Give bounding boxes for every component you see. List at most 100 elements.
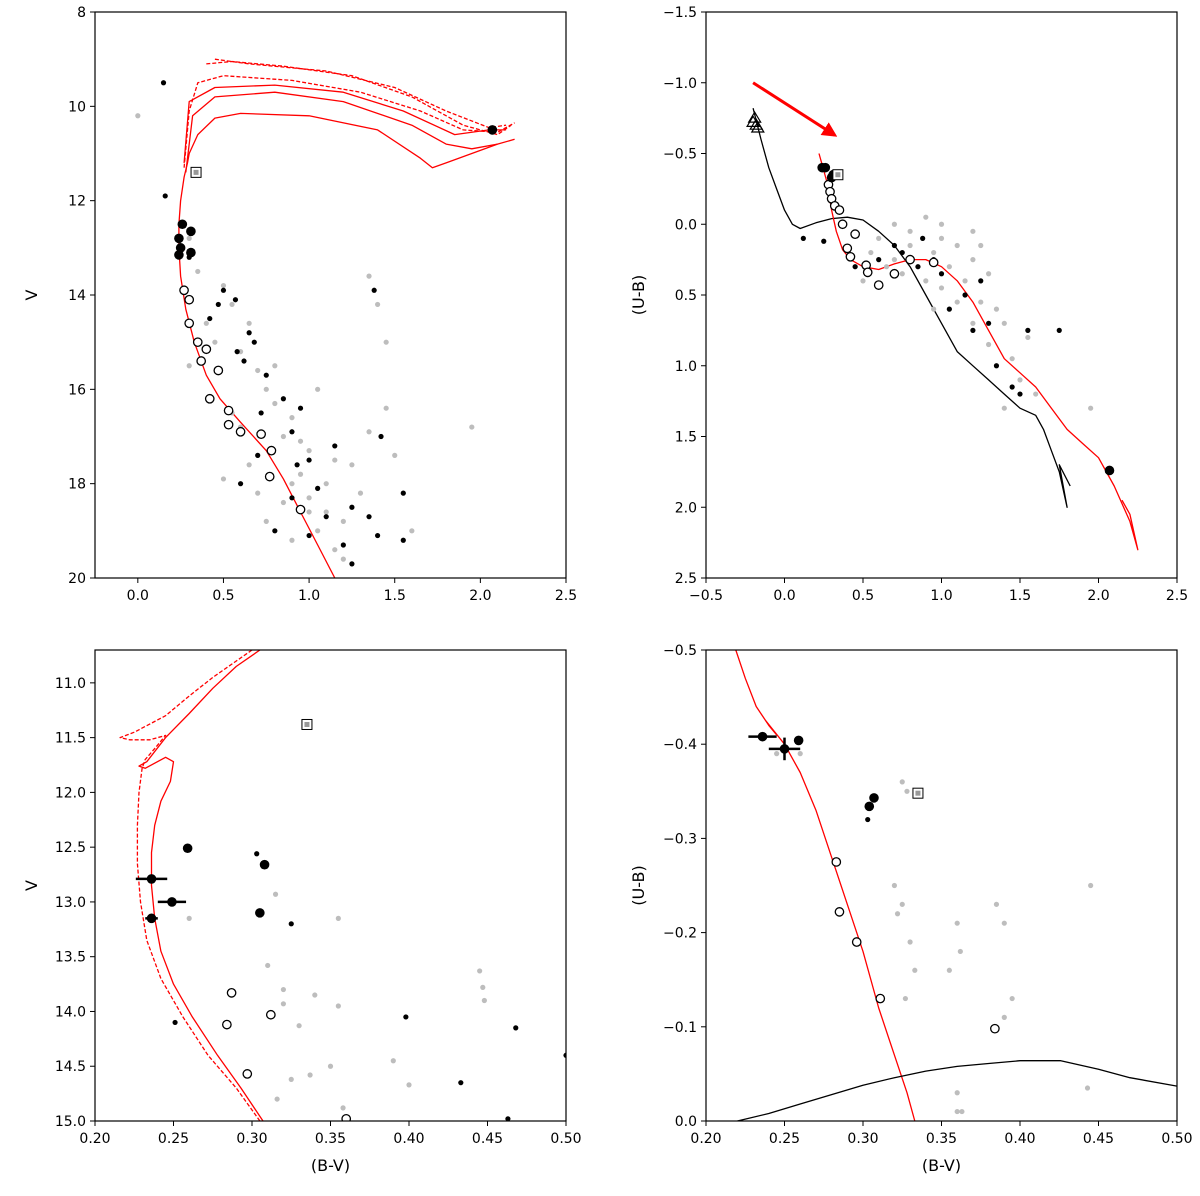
x-tick-label: 1.0 <box>930 588 952 604</box>
member-star-point <box>899 249 905 256</box>
field-star-point <box>860 278 866 284</box>
member-star-point <box>378 433 384 440</box>
field-star-point <box>938 285 945 291</box>
field-star-point <box>902 995 908 1002</box>
open-circle-point <box>850 229 861 240</box>
bright-member-point <box>869 793 879 803</box>
x-tick-label: 2.5 <box>1166 588 1188 604</box>
open-circle-point <box>905 254 915 265</box>
member-star-point <box>349 561 355 567</box>
field-star-point <box>907 228 913 234</box>
plot-area <box>735 650 1177 1121</box>
field-star-point <box>481 997 487 1004</box>
field-star-point <box>907 242 913 249</box>
field-star-point <box>1017 377 1023 383</box>
field-star-point <box>289 481 295 487</box>
field-star-point <box>186 363 192 369</box>
field-star-point <box>899 271 905 277</box>
open-circle-point <box>196 356 207 366</box>
member-star-point <box>241 358 247 364</box>
open-circle-point <box>201 344 212 355</box>
axes-frame <box>94 649 567 1122</box>
field-star-point <box>876 235 882 241</box>
isochrone-dashed-line <box>119 650 261 1121</box>
member-star-point <box>1056 327 1062 333</box>
field-star-point <box>1001 920 1007 926</box>
member-star-point <box>938 271 945 277</box>
field-star-point <box>296 1023 302 1029</box>
field-star-point <box>315 386 321 392</box>
open-circle-point <box>242 1069 253 1079</box>
member-star-point <box>162 193 168 199</box>
open-circle-point <box>873 280 884 290</box>
member-star-point <box>289 429 295 435</box>
field-star-point <box>469 424 475 430</box>
field-star-point <box>931 249 937 256</box>
field-star-point <box>383 339 389 345</box>
open-circle-point <box>845 251 856 262</box>
field-star-point <box>289 537 295 543</box>
field-star-point <box>962 278 968 284</box>
x-tick-label: 0.35 <box>315 1131 346 1147</box>
open-circle-point <box>265 1009 276 1020</box>
field-star-point <box>954 1108 960 1115</box>
field-star-point <box>480 984 486 990</box>
field-star-point <box>970 320 976 326</box>
x-tick-label: 0.20 <box>690 1131 721 1147</box>
y-axis-label: (U-B) <box>629 865 648 905</box>
x-axis-label: (B-V) <box>311 1156 350 1175</box>
member-star-point <box>400 490 406 496</box>
member-star-point <box>297 405 304 411</box>
y-tick-label: −1.0 <box>663 76 697 92</box>
y-tick-label: −0.3 <box>663 831 697 847</box>
field-star-point <box>306 509 312 515</box>
field-star-point <box>392 452 398 458</box>
field-star-point <box>366 273 372 279</box>
open-circle-point <box>184 318 195 329</box>
isochrone-loop-1-line <box>188 112 515 169</box>
member-star-point <box>852 264 858 270</box>
x-tick-label: 0.0 <box>773 588 795 604</box>
field-star-point <box>891 257 898 263</box>
member-star-point <box>332 443 338 449</box>
field-star-point <box>954 242 960 249</box>
y-tick-label: 15.0 <box>55 1114 86 1130</box>
field-star-point <box>340 556 346 562</box>
y-tick-label: 11.0 <box>55 676 86 692</box>
y-tick-label: 1.0 <box>675 359 697 375</box>
bright-member-point <box>186 226 196 237</box>
member-star-point <box>315 485 321 491</box>
member-star-point <box>289 495 295 501</box>
field-star-point <box>409 528 415 534</box>
y-tick-label: 2.0 <box>675 500 697 516</box>
member-star-point <box>263 372 269 378</box>
y-tick-label: 12.5 <box>55 840 86 856</box>
field-star-point <box>340 1105 346 1111</box>
field-star-point <box>255 490 261 496</box>
field-star-point <box>938 221 945 227</box>
field-star-point <box>186 235 192 241</box>
y-tick-label: 20 <box>68 571 86 587</box>
bright-member-point <box>864 801 875 812</box>
bright-member-point <box>255 908 265 918</box>
field-star-point <box>335 915 341 921</box>
open-circle-point <box>928 257 939 268</box>
x-tick-label: 0.50 <box>550 1131 581 1147</box>
field-star-point <box>907 939 913 945</box>
member-star-point <box>821 238 827 244</box>
field-star-point <box>883 264 890 270</box>
field-star-point <box>993 901 1000 907</box>
field-star-point <box>894 911 901 917</box>
member-star-point <box>232 297 239 303</box>
x-tick-label: 0.45 <box>472 1131 503 1147</box>
field-star-point <box>477 968 483 974</box>
y-tick-label: 11.5 <box>55 731 86 747</box>
field-star-point <box>1088 405 1094 411</box>
member-star-point <box>993 363 1000 369</box>
member-star-point <box>1009 384 1015 390</box>
reddened-isochrone-line <box>735 650 916 1121</box>
field-star-point <box>289 415 295 421</box>
open-circle-point <box>875 993 886 1004</box>
field-star-point <box>307 1072 313 1078</box>
bright-member-point <box>779 744 790 754</box>
